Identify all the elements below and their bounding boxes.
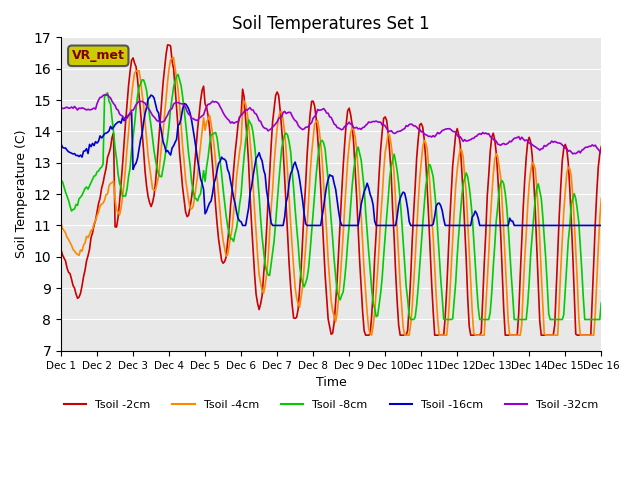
- Tsoil -4cm: [57, 220, 65, 226]
- Tsoil -2cm: [368, 313, 376, 319]
- Tsoil -4cm: [170, 55, 177, 60]
- Tsoil -8cm: [534, 181, 542, 187]
- Tsoil -32cm: [597, 150, 605, 156]
- Tsoil -16cm: [57, 141, 65, 147]
- Tsoil -2cm: [398, 332, 406, 338]
- Tsoil -4cm: [366, 331, 374, 336]
- X-axis label: Time: Time: [316, 376, 346, 389]
- Tsoil -4cm: [72, 250, 80, 256]
- Line: Tsoil -4cm: Tsoil -4cm: [61, 58, 601, 335]
- Tsoil -4cm: [401, 332, 408, 338]
- Tsoil -2cm: [157, 98, 165, 104]
- Tsoil -16cm: [597, 223, 605, 228]
- Tsoil -2cm: [72, 291, 80, 297]
- Tsoil -8cm: [157, 174, 165, 180]
- Tsoil -2cm: [57, 247, 65, 252]
- Tsoil -16cm: [159, 139, 167, 144]
- Tsoil -4cm: [534, 207, 542, 213]
- Tsoil -16cm: [386, 223, 394, 228]
- Tsoil -16cm: [398, 192, 406, 198]
- Tsoil -16cm: [368, 195, 376, 201]
- Tsoil -16cm: [147, 92, 155, 98]
- Tsoil -8cm: [366, 266, 374, 272]
- Tsoil -8cm: [57, 178, 65, 183]
- Tsoil -2cm: [362, 332, 369, 338]
- Text: VR_met: VR_met: [72, 49, 125, 62]
- Tsoil -4cm: [157, 142, 165, 148]
- Tsoil -16cm: [534, 223, 542, 228]
- Tsoil -4cm: [385, 131, 392, 136]
- Tsoil -32cm: [100, 92, 108, 97]
- Tsoil -32cm: [159, 119, 167, 124]
- Legend: Tsoil -2cm, Tsoil -4cm, Tsoil -8cm, Tsoil -16cm, Tsoil -32cm: Tsoil -2cm, Tsoil -4cm, Tsoil -8cm, Tsoi…: [60, 396, 603, 414]
- Tsoil -32cm: [396, 128, 404, 134]
- Line: Tsoil -16cm: Tsoil -16cm: [61, 95, 601, 226]
- Tsoil -4cm: [396, 282, 404, 288]
- Title: Soil Temperatures Set 1: Soil Temperatures Set 1: [232, 15, 430, 33]
- Line: Tsoil -8cm: Tsoil -8cm: [61, 74, 601, 320]
- Tsoil -32cm: [57, 105, 65, 110]
- Tsoil -8cm: [597, 300, 605, 306]
- Tsoil -2cm: [386, 149, 394, 155]
- Tsoil -8cm: [385, 196, 392, 202]
- Y-axis label: Soil Temperature (C): Soil Temperature (C): [15, 130, 28, 258]
- Tsoil -2cm: [534, 280, 542, 286]
- Tsoil -32cm: [366, 120, 374, 125]
- Tsoil -32cm: [385, 129, 392, 134]
- Tsoil -4cm: [597, 196, 605, 202]
- Tsoil -32cm: [533, 145, 541, 151]
- Tsoil -8cm: [174, 72, 182, 77]
- Tsoil -8cm: [396, 197, 404, 203]
- Tsoil -8cm: [407, 317, 415, 323]
- Line: Tsoil -2cm: Tsoil -2cm: [61, 45, 601, 335]
- Tsoil -16cm: [239, 223, 246, 228]
- Tsoil -16cm: [72, 153, 80, 158]
- Line: Tsoil -32cm: Tsoil -32cm: [61, 95, 601, 154]
- Tsoil -2cm: [164, 42, 172, 48]
- Tsoil -32cm: [569, 151, 577, 156]
- Tsoil -8cm: [72, 202, 80, 207]
- Tsoil -32cm: [72, 105, 80, 111]
- Tsoil -2cm: [597, 144, 605, 149]
